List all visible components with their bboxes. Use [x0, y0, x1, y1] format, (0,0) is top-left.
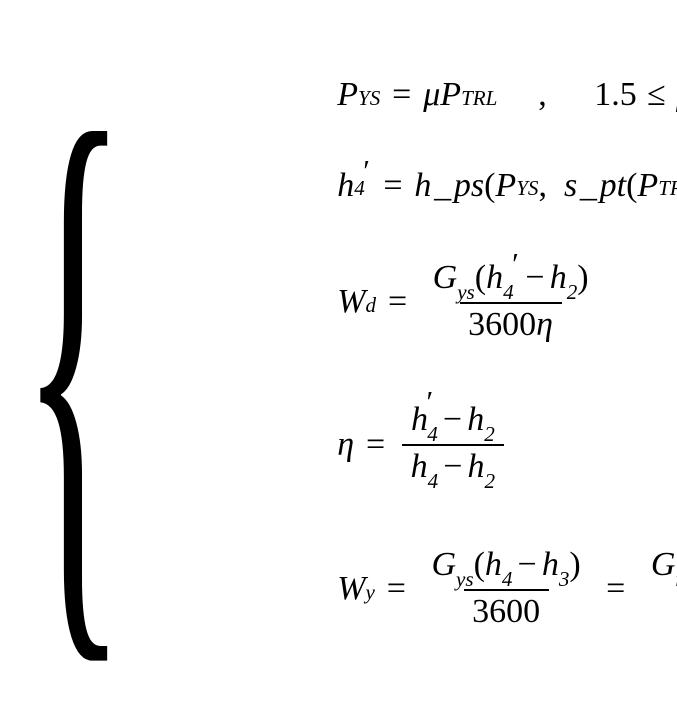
op-eq: =	[606, 570, 625, 608]
sub-YS: YS	[516, 176, 538, 201]
denominator: 3600η	[460, 302, 562, 347]
var-G: G	[431, 546, 456, 583]
underscore: _	[580, 167, 597, 205]
op-minus: −	[443, 401, 462, 438]
var-h: h	[486, 259, 503, 296]
op-minus: −	[518, 546, 537, 583]
rparen: )	[569, 546, 580, 583]
num-3600: 3600	[468, 306, 536, 343]
denominator: 3600	[464, 589, 549, 634]
sub-TRL: TRL	[461, 86, 497, 111]
underscore: _	[434, 167, 451, 205]
eq-row-2: h4′ = h_ps(PYS, s_pt(PTRL, tp))	[337, 167, 677, 205]
fraction-Wy-2: Grx×Δt2×c 3600	[642, 544, 677, 634]
numerator: Grx×Δt2×c	[642, 544, 677, 589]
lparen: (	[474, 546, 485, 583]
func-pt: pt	[600, 167, 626, 205]
var-G: G	[433, 259, 458, 296]
fraction-Wy-1: Gys(h4−h3) 3600	[423, 544, 589, 634]
func-h: h	[414, 167, 431, 205]
var-P: P	[637, 167, 658, 205]
denominator: h4−h2	[402, 444, 503, 491]
sub-4: 4	[428, 469, 439, 493]
sub-YS: YS	[358, 86, 380, 111]
sub-3: 3	[559, 567, 570, 591]
sub-2: 2	[484, 422, 495, 446]
var-P: P	[337, 76, 358, 114]
prime: ′	[363, 154, 370, 189]
prime: ′	[426, 385, 433, 419]
var-P: P	[440, 76, 461, 114]
sub-4: 4	[503, 280, 514, 304]
numerator: Gys(h4′−h2)	[424, 257, 597, 302]
op-eq: =	[366, 426, 385, 464]
fraction-eta: h′4−h2 h4−h2	[402, 399, 503, 491]
equation-system: { PYS = μPTRL , 1.5 ≤ μ ≤ 3 h4′ = h_ps(P…	[20, 30, 657, 680]
var-h: h	[337, 167, 354, 205]
comma: ,	[538, 76, 547, 114]
eq-row-1: PYS = μPTRL , 1.5 ≤ μ ≤ 3	[337, 76, 677, 114]
sub-y: y	[366, 580, 375, 605]
op-eq: =	[383, 167, 402, 205]
var-eta: η	[536, 306, 553, 343]
var-h: h	[467, 401, 484, 438]
var-mu: μ	[423, 76, 440, 114]
var-h: h	[485, 546, 502, 583]
eq-row-5: Wy = Gys(h4−h3) 3600 = Grx×Δt2×c 3600	[337, 544, 677, 634]
op-minus: −	[443, 448, 462, 485]
sub-TRL: TRL	[658, 176, 677, 201]
op-eq: =	[387, 570, 406, 608]
var-h: h	[550, 259, 567, 296]
comma: ,	[538, 167, 547, 205]
var-W: W	[337, 570, 365, 608]
var-W: W	[337, 283, 365, 321]
op-eq: =	[392, 76, 411, 114]
lparen: (	[626, 167, 637, 205]
left-brace: {	[20, 40, 128, 680]
sub-2: 2	[485, 469, 496, 493]
numerator: Gys(h4−h3)	[423, 544, 589, 589]
lparen: (	[484, 167, 495, 205]
eq-row-3: Wd = Gys(h4′−h2) 3600η	[337, 257, 677, 347]
sub-d: d	[366, 293, 377, 318]
sub-ys: ys	[457, 280, 475, 304]
op-minus: −	[525, 259, 544, 296]
sub-4: 4	[427, 422, 438, 446]
sub-ys: ys	[456, 567, 474, 591]
prime: ′	[512, 247, 519, 281]
equation-list: PYS = μPTRL , 1.5 ≤ μ ≤ 3 h4′ = h_ps(PYS…	[337, 30, 677, 680]
rparen: )	[577, 259, 588, 296]
eq-row-4: η = h′4−h2 h4−h2	[337, 399, 677, 491]
var-P: P	[495, 167, 516, 205]
op-eq: =	[388, 283, 407, 321]
var-h: h	[411, 448, 428, 485]
sub-4: 4	[502, 567, 513, 591]
func-ps: ps	[454, 167, 484, 205]
var-h: h	[542, 546, 559, 583]
var-eta: η	[337, 426, 354, 464]
var-G: G	[651, 546, 676, 583]
lparen: (	[475, 259, 486, 296]
numerator: h′4−h2	[402, 399, 503, 444]
func-s: s	[564, 167, 577, 205]
var-h: h	[468, 448, 485, 485]
op-le: ≤	[647, 76, 666, 114]
num-lo: 1.5	[594, 76, 637, 114]
sub-2: 2	[567, 280, 578, 304]
fraction-Wd: Gys(h4′−h2) 3600η	[424, 257, 597, 347]
